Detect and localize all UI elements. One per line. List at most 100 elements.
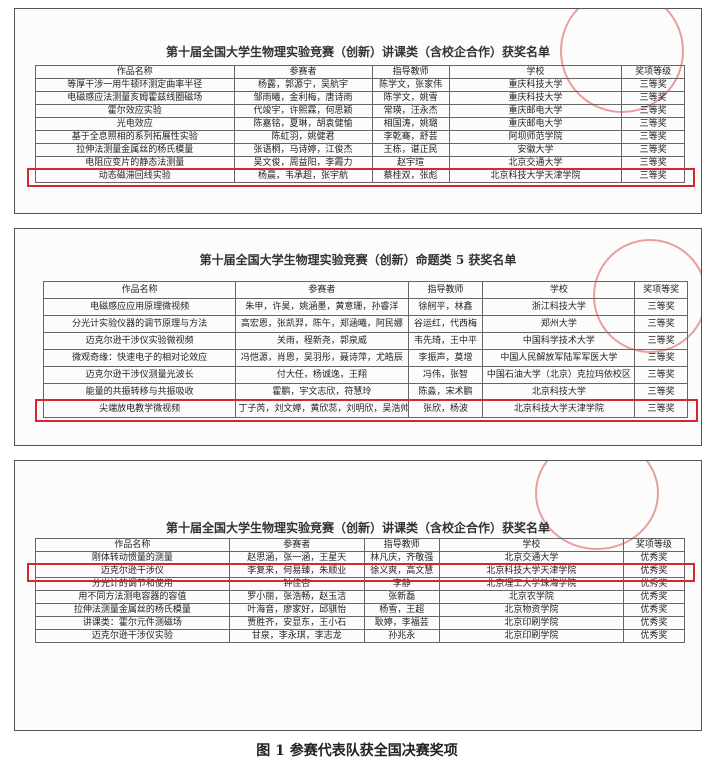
cell: 微观奇缘：快速电子的相对论效应: [42, 349, 237, 367]
header-cell: 奖项等级: [622, 538, 686, 552]
award-row: 霍尔效应实验 代竣宇，许熙霖，何思颖 常瑛，汪永杰 重庆邮电大学 三等奖: [35, 104, 685, 118]
cell: 北京科技大学天津学院: [439, 564, 624, 578]
header-cell: 学校: [439, 538, 624, 552]
cell: 讲课类：霍尔元件测磁场: [35, 616, 230, 630]
cell: 张欣，杨波: [407, 400, 484, 418]
cell: 拉伸法测量金属丝的杨氏模量: [35, 143, 235, 157]
header-cell: 作品名称: [42, 281, 237, 299]
cell: 冯恺源，肖恩，吴羽彤，聂诗萍，尤皓辰: [235, 349, 409, 367]
header-cell: 作品名称: [35, 65, 235, 79]
header-cell: 指导教师: [371, 65, 450, 79]
cell: 阿坝师范学院: [448, 130, 623, 144]
cell: 北京科技大学天津学院: [448, 169, 623, 183]
cell: 霍鹏，宇文志欣，符慧玲: [235, 383, 409, 401]
award-table: 作品名称 参赛者 指导教师 学校 奖项等奖 电磁感应应用原理微视频 朱甲，许昊，姚涵墨，黄意…: [42, 281, 688, 418]
cell: 优秀奖: [622, 616, 686, 630]
cell: 韦先琦，王中平: [407, 332, 484, 350]
cell: 邹雨曦，金利梅，唐诗雨: [233, 91, 373, 105]
cell: 朱甲，许昊，姚涵墨，黄意珊，孙睿洋: [235, 298, 409, 316]
cell: 中国石油大学（北京）克拉玛依校区: [482, 366, 636, 384]
cell: 重庆邮电大学: [448, 117, 623, 131]
cell: 付大任，杨诚逸，王翔: [235, 366, 409, 384]
cell: 耿婷，李福芸: [363, 616, 441, 630]
cell: 赵思涵，张一涵，王星天: [228, 551, 365, 565]
cell: 孙兆永: [363, 629, 441, 643]
cell: 甘泉，李永琪，李志龙: [228, 629, 365, 643]
stamp: [535, 461, 659, 550]
cell: 李复来，何易臻，朱顺业: [228, 564, 365, 578]
cell: 优秀奖: [622, 564, 686, 578]
cell: 高宏恩，张凯羿，陈午，郑涵曦，阿民娜: [235, 315, 409, 333]
cell: 北京农学院: [439, 590, 624, 604]
cell: 冯伟，张智: [407, 366, 484, 384]
cell: 丁子芮，刘文婷，黄欣蕊，刘明欣，吴浩帅: [235, 400, 409, 418]
cell: 安徽大学: [448, 143, 623, 157]
cell: 电磁感应法测量亥姆霍兹线圈磁场: [35, 91, 235, 105]
cell: 杨晨，韦承超，张宇航: [233, 169, 373, 183]
cell: 三等奖: [634, 349, 688, 367]
cell: 陈淼，宋术鹏: [407, 383, 484, 401]
header-cell: 指导教师: [363, 538, 441, 552]
header-cell: 学校: [482, 281, 636, 299]
cell: 郑州大学: [482, 315, 636, 333]
cell: 赵宇瑄: [371, 156, 450, 170]
award-row: 迈克尔逊干涉仪实验 甘泉，李永琪，李志龙 孙兆永 北京印刷学院 优秀奖: [35, 629, 686, 643]
award-row: 光电效应 陈嘉铭，夏琳，胡袁健愉 相国涛，姚璐 重庆邮电大学 三等奖: [35, 117, 685, 131]
cell: 基于全息照相的系列拓展性实验: [35, 130, 235, 144]
cell: 三等奖: [621, 117, 685, 131]
cell: 尖端放电教学微视频: [42, 400, 237, 418]
figure-caption: 图 1 参赛代表队获全国决赛奖项: [256, 743, 458, 759]
award-row: 用不同方法测电容器的容值 罗小丽，张浩畅，赵玉洁 张新磊 北京农学院 优秀奖: [35, 590, 686, 604]
cell: 重庆科技大学: [448, 91, 623, 105]
cell: 动态磁滞回线实验: [35, 169, 235, 183]
cell: 优秀奖: [622, 590, 686, 604]
award-row: 电阻应变片的静态法测量 吴文俊，周益阳，李霞力 赵宇瑄 北京交通大学 三等奖: [35, 156, 685, 170]
cell: 重庆科技大学: [448, 78, 623, 92]
award-row: 迈克尔逊干涉仪实验微视频 关雨，程新尧，郭泉威 韦先琦，王中平 中国科学技术大学 三等奖: [42, 332, 688, 350]
cell: 北京科技大学天津学院: [482, 400, 636, 418]
cell: 刚体转动惯量的测量: [35, 551, 230, 565]
cell: 常瑛，汪永杰: [371, 104, 450, 118]
cell: 陈虹羽，姚健君: [233, 130, 373, 144]
cell: 李乾骞，舒芸: [371, 130, 450, 144]
cell: 优秀奖: [622, 551, 686, 565]
cell: 谷运红，代西梅: [407, 315, 484, 333]
panel-title: 第十届全国大学生物理实验竞赛（创新）命题类 5 获奖名单: [199, 253, 517, 267]
cell: 迈克尔逊干涉仪实验: [35, 629, 230, 643]
cell: 三等奖: [621, 78, 685, 92]
award-row: 迈克尔逊干涉仪 李复来，何易臻，朱顺业 徐义爽，高文慧 北京科技大学天津学院 优秀奖: [35, 564, 686, 578]
cell: 三等奖: [634, 315, 688, 333]
header-cell: 作品名称: [35, 538, 230, 552]
cell: 北京印刷学院: [439, 629, 624, 643]
cell: 三等奖: [634, 383, 688, 401]
cell: 三等奖: [621, 130, 685, 144]
cell: 三等奖: [634, 400, 688, 418]
award-row: 分光计实验仪器的调节原理与方法 高宏恩，张凯羿，陈午，郑涵曦，阿民娜 谷运红，代西梅…: [42, 315, 688, 333]
header-cell: 奖项等级: [621, 65, 685, 79]
award-panel: 第十届全国大学生物理实验竞赛（创新）讲课类（含校企合作）获奖名单 作品名称 参赛者…: [14, 8, 702, 214]
cell: 蔡桂双，张彪: [371, 169, 450, 183]
award-row: 拉伸法测量金属丝的杨氏模量 叶海音，廖家好，邱骐怡 杨雪，王超 北京物资学院 优秀奖: [35, 603, 686, 617]
cell: 优秀奖: [622, 577, 686, 591]
award-row: 尖端放电教学微视频 丁子芮，刘文婷，黄欣蕊，刘明欣，吴浩帅 张欣，杨波 北京科技大学天…: [42, 400, 688, 418]
cell: 北京科技大学: [482, 383, 636, 401]
cell: 优秀奖: [622, 603, 686, 617]
cell: 中国人民解放军陆军军医大学: [482, 349, 636, 367]
award-row: 分光计的调节和使用 钟佳杏 李静 北京理工大学珠海学院 优秀奖: [35, 577, 686, 591]
cell: 罗小丽，张浩畅，赵玉洁: [228, 590, 365, 604]
cell: 关雨，程新尧，郭泉威: [235, 332, 409, 350]
cell: 浙江科技大学: [482, 298, 636, 316]
award-table: 作品名称 参赛者 指导教师 学校 奖项等级 刚体转动惯量的测量 赵思涵，张一涵，王星天 林凡庆…: [35, 538, 686, 643]
cell: 北京印刷学院: [439, 616, 624, 630]
cell: 张语桐，马诗婷，江俊杰: [233, 143, 373, 157]
award-row: 等厚干涉一用牛顿环测定曲率半径 杨露，郭源宁，吴航宇 陈学文，张家伟 重庆科技大学 三等…: [35, 78, 685, 92]
cell: 三等奖: [621, 91, 685, 105]
cell: 迈克尔逊干涉仪测量光波长: [42, 366, 237, 384]
cell: 代竣宇，许熙霖，何思颖: [233, 104, 373, 118]
header-cell: 参赛者: [233, 65, 373, 79]
cell: 吴文俊，周益阳，李霞力: [233, 156, 373, 170]
panel-title: 第十届全国大学生物理实验竞赛（创新）讲课类（含校企合作）获奖名单: [165, 45, 550, 59]
award-row: 刚体转动惯量的测量 赵思涵，张一涵，王星天 林凡庆，齐敬强 北京交通大学 优秀奖: [35, 551, 686, 565]
header-row: 作品名称 参赛者 指导教师 学校 奖项等奖: [42, 281, 688, 299]
cell: 徐舸平，林鑫: [407, 298, 484, 316]
